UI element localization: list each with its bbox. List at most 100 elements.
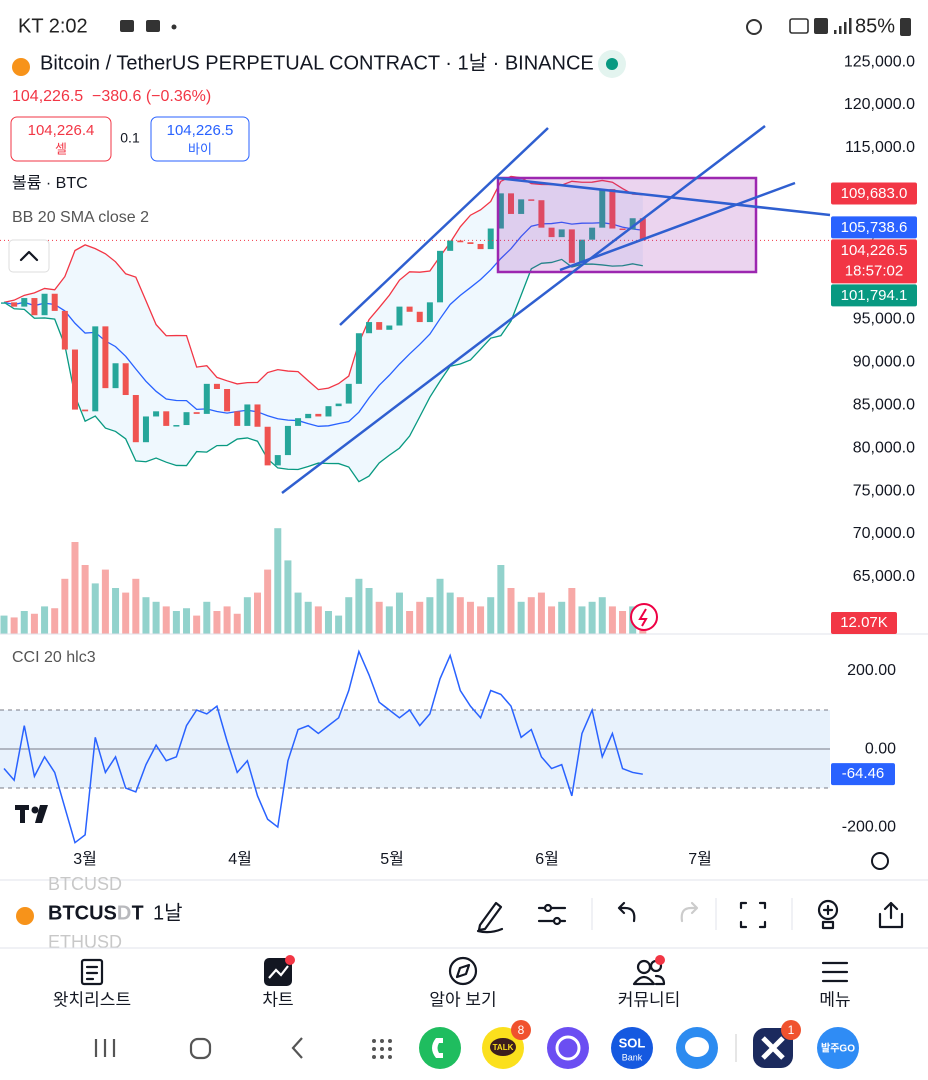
bb-basis bbox=[3, 221, 643, 427]
candle bbox=[376, 322, 383, 330]
bb-lower bbox=[3, 258, 643, 483]
volume-bar bbox=[193, 615, 201, 634]
candle bbox=[51, 293, 58, 311]
candle bbox=[1, 302, 7, 304]
cci-tag-label: -64.46 bbox=[842, 765, 885, 782]
candle bbox=[254, 404, 261, 427]
app-drawer[interactable] bbox=[372, 1039, 392, 1059]
notification-dot bbox=[655, 955, 665, 965]
volume-bar bbox=[466, 601, 474, 634]
volume-bar bbox=[294, 592, 302, 634]
volume-bar bbox=[598, 597, 606, 634]
candle bbox=[619, 228, 626, 231]
nav-community[interactable]: 커뮤니티 bbox=[618, 990, 681, 1009]
candle bbox=[406, 306, 413, 312]
candle bbox=[193, 412, 200, 414]
volume-bar bbox=[385, 606, 393, 634]
volume-bar bbox=[456, 597, 464, 634]
candle bbox=[558, 229, 565, 238]
sell-button[interactable] bbox=[10, 116, 112, 162]
volume-bar bbox=[608, 606, 616, 634]
x-tick-label: 3월 bbox=[73, 850, 97, 868]
share-button[interactable] bbox=[878, 901, 904, 929]
collapse-legend[interactable] bbox=[8, 239, 50, 273]
market-status-dot bbox=[606, 58, 618, 70]
price-tag-label: 109,683.0 bbox=[841, 185, 908, 202]
settings-button[interactable] bbox=[871, 852, 889, 870]
undo-button[interactable] bbox=[617, 901, 636, 923]
indicators-button[interactable] bbox=[537, 903, 567, 926]
y-tick-label: 115,000.0 bbox=[845, 139, 915, 156]
draw-button[interactable] bbox=[476, 901, 504, 934]
bb-upper bbox=[3, 175, 643, 391]
candle bbox=[284, 425, 291, 456]
internet-app[interactable] bbox=[547, 1027, 589, 1069]
last-price: 104,226.5 bbox=[12, 88, 83, 105]
cci-legend[interactable]: CCI 20 hlc3 bbox=[12, 649, 96, 666]
status-time: KT 2:02 bbox=[18, 15, 88, 37]
candle bbox=[386, 325, 393, 330]
phone-app[interactable] bbox=[419, 1027, 461, 1069]
volume-bar bbox=[527, 597, 535, 634]
volume-bar bbox=[81, 565, 89, 634]
volume-bar bbox=[264, 569, 272, 634]
cci-line bbox=[3, 649, 643, 844]
redo-button[interactable] bbox=[680, 901, 699, 923]
volume-bar bbox=[345, 597, 353, 634]
buy-label: 바이 bbox=[188, 141, 212, 156]
candle bbox=[487, 228, 494, 250]
volume-bar bbox=[436, 578, 444, 634]
fullscreen-button[interactable] bbox=[739, 901, 767, 929]
menu-icon bbox=[821, 961, 849, 983]
nav-chart[interactable]: 차트 bbox=[262, 990, 293, 1009]
nav-watchlist[interactable]: 왓치리스트 bbox=[53, 990, 131, 1009]
countdown: 18:57:02 bbox=[845, 262, 903, 279]
symbol-title[interactable]: Bitcoin / TetherUS PERPETUAL CONTRACT · … bbox=[40, 51, 594, 74]
buy-button[interactable] bbox=[150, 116, 250, 162]
y-tick-label: 85,000.0 bbox=[853, 397, 915, 414]
explore-icon bbox=[448, 956, 478, 986]
y-tick-label: 80,000.0 bbox=[853, 439, 915, 456]
tv-logo bbox=[15, 805, 48, 823]
nav-menu[interactable]: 메뉴 bbox=[819, 990, 850, 1009]
candle bbox=[345, 383, 352, 404]
phone-glyph bbox=[432, 1038, 443, 1058]
axes: 125,000.0120,000.0115,000.0110,000.0105,… bbox=[73, 53, 917, 868]
candle bbox=[477, 243, 484, 250]
volume-bar bbox=[274, 528, 282, 634]
ideas-button[interactable] bbox=[817, 899, 839, 930]
volume-bar bbox=[243, 597, 251, 634]
candle bbox=[396, 306, 403, 326]
volume-bar bbox=[71, 542, 79, 634]
candle bbox=[203, 383, 210, 414]
nav-explore[interactable]: 알아 보기 bbox=[429, 990, 496, 1009]
go-app[interactable] bbox=[817, 1027, 859, 1069]
volume-legend[interactable]: 볼륨 · BTC bbox=[12, 174, 88, 192]
volume-bar bbox=[548, 606, 556, 634]
candle bbox=[366, 322, 373, 334]
volume-bar bbox=[578, 606, 586, 634]
talk-bubble bbox=[490, 1038, 516, 1056]
bank-app[interactable] bbox=[611, 1027, 653, 1069]
bb-legend[interactable]: BB 20 SMA close 2 bbox=[12, 209, 149, 226]
alert-button[interactable] bbox=[630, 603, 658, 631]
volume-bar bbox=[446, 592, 454, 634]
badge bbox=[511, 1020, 531, 1040]
candle bbox=[21, 298, 28, 307]
y-tick-label: 125,000.0 bbox=[844, 53, 915, 70]
volume-bar bbox=[61, 578, 69, 634]
candle bbox=[548, 227, 555, 238]
chat-bubble bbox=[685, 1037, 709, 1057]
volume-bar bbox=[172, 611, 180, 634]
price-tag bbox=[831, 239, 917, 284]
y-tick-label: -200.00 bbox=[842, 818, 896, 835]
volume-tag-label: 12.07K bbox=[840, 614, 888, 631]
candle bbox=[315, 413, 322, 417]
volume-bar bbox=[20, 611, 28, 634]
volume-bar bbox=[477, 606, 485, 634]
volume-bar bbox=[152, 601, 160, 634]
interval-button[interactable]: 1날 bbox=[153, 901, 183, 924]
candle bbox=[122, 363, 129, 396]
fade bbox=[118, 895, 132, 933]
volume-bar bbox=[314, 606, 322, 634]
